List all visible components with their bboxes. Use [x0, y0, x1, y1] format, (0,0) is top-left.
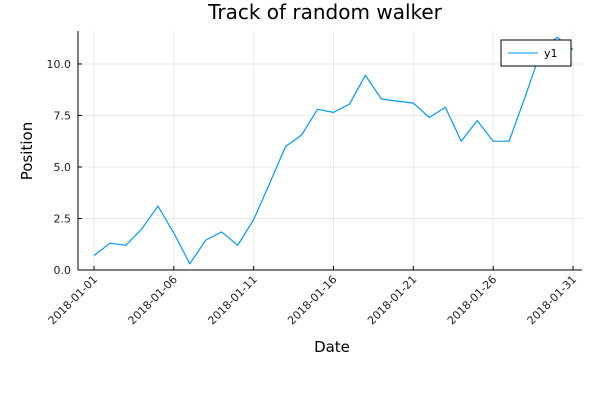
y-tick-label: 2.5 [54, 212, 72, 225]
x-tick-label: 2018-01-31 [525, 273, 579, 327]
x-tick-label: 2018-01-16 [285, 273, 339, 327]
x-tick-label: 2018-01-26 [445, 273, 499, 327]
x-ticks: 2018-01-01 2018-01-06 2018-01-11 2018-01-16… [46, 266, 579, 327]
y-tick-label: 5.0 [54, 161, 72, 174]
x-tick-label: 2018-01-21 [365, 273, 419, 327]
y-axis-label: Position [18, 122, 36, 180]
legend-label: y1 [544, 47, 558, 60]
y-tick-label: 7.5 [54, 109, 72, 122]
x-tick-label: 2018-01-01 [46, 273, 100, 327]
y-tick-label: 0.0 [54, 264, 72, 277]
series-group [93, 36, 574, 265]
x-axis-label: Date [314, 338, 350, 356]
y-tick-label: 10.0 [47, 58, 72, 71]
legend: y1 [500, 39, 572, 67]
grid [78, 31, 582, 271]
y-ticks: 0.0 2.5 5.0 7.5 10.0 [47, 58, 82, 277]
chart-title: Track of random walker [207, 0, 443, 24]
axes [77, 31, 582, 271]
x-tick-label: 2018-01-11 [205, 273, 259, 327]
x-tick-label: 2018-01-06 [126, 273, 180, 327]
series-line-y1 [93, 36, 574, 265]
